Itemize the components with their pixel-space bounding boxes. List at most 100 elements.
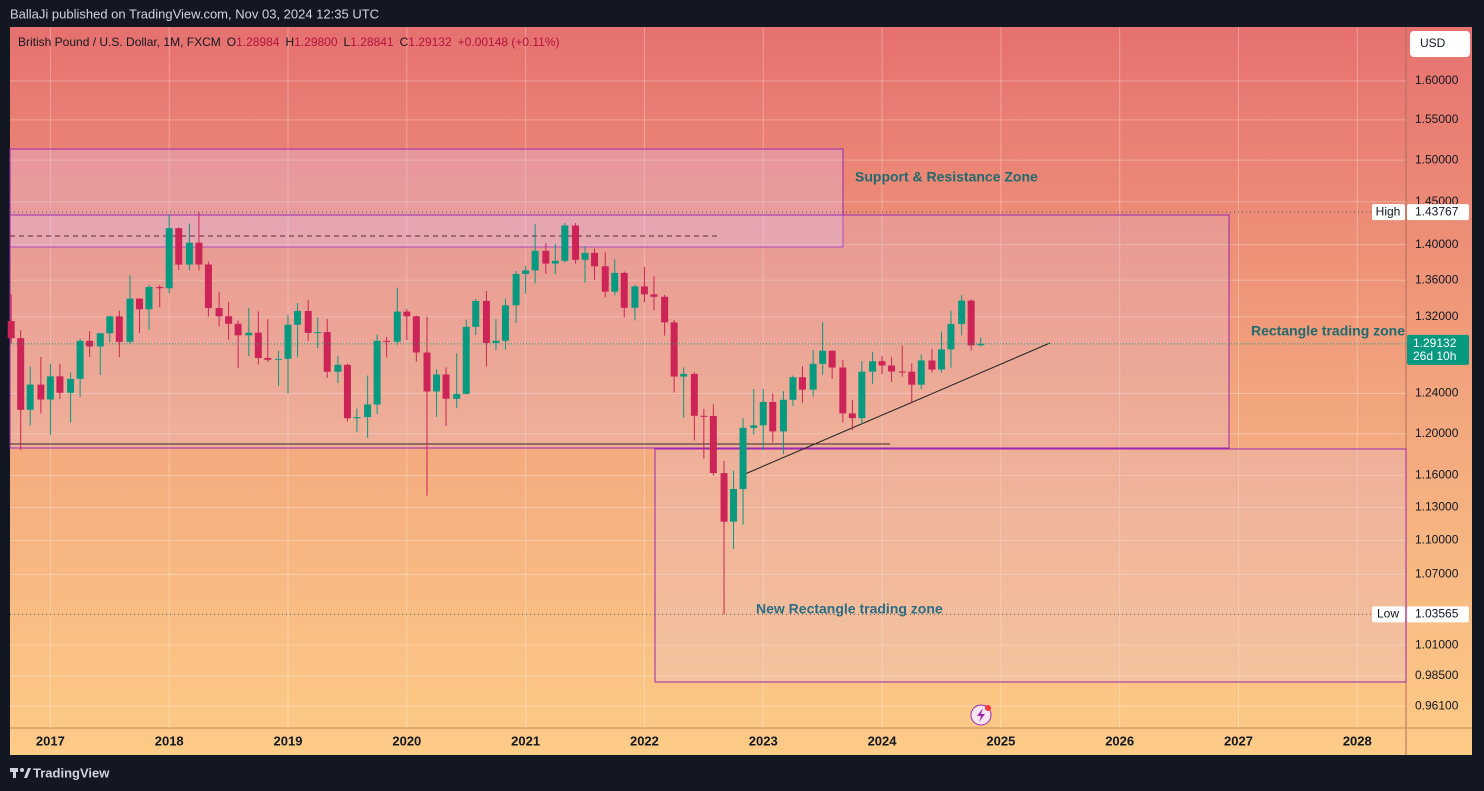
candle-body <box>364 404 372 418</box>
candle-body <box>373 340 381 405</box>
candle-body <box>661 296 669 323</box>
candle-body <box>482 300 490 343</box>
candle-body <box>56 376 64 393</box>
candle-body <box>294 310 302 325</box>
rectangle-zone <box>9 214 1230 449</box>
candle-body <box>690 373 698 416</box>
candle-body <box>76 340 84 379</box>
candle-body <box>531 250 539 271</box>
trend-line <box>744 342 1051 475</box>
candle-body <box>284 324 292 359</box>
x-tick-label: 2022 <box>630 733 659 748</box>
y-tick-label: 1.01000 <box>1415 637 1459 651</box>
candle-body <box>759 401 767 426</box>
candle-body <box>650 294 658 297</box>
candle-body <box>819 350 827 364</box>
candle-body <box>353 417 361 419</box>
candle-body <box>492 340 500 343</box>
candle-body <box>393 311 401 342</box>
candle-body <box>739 427 747 490</box>
legend-value: 1.28984 <box>236 35 280 49</box>
price-tag-value: 1.03565 <box>1415 607 1459 621</box>
x-tick-label: 2026 <box>1105 733 1134 748</box>
candle-body <box>96 333 104 347</box>
candle-body <box>977 343 985 346</box>
candle-body <box>809 363 817 390</box>
candle-body <box>888 365 896 372</box>
candle-body <box>462 326 470 394</box>
y-tick-label: 1.32000 <box>1415 309 1459 323</box>
annotation: New Rectangle trading zone <box>756 601 943 617</box>
candle-body <box>37 384 45 400</box>
annotation: Support & Resistance Zone <box>855 169 1038 185</box>
candle-body <box>423 352 431 392</box>
currency-button[interactable] <box>1410 31 1470 57</box>
y-tick-label: 1.40000 <box>1415 237 1459 251</box>
legend: British Pound / U.S. Dollar, 1M, FXCM O1.… <box>18 35 560 49</box>
y-tick-label: 1.60000 <box>1415 73 1459 87</box>
brand-logo <box>10 768 31 778</box>
candle-body <box>670 322 678 377</box>
candles <box>7 212 985 615</box>
x-tick-label: 2027 <box>1224 733 1253 748</box>
candle-body <box>175 228 183 265</box>
candle-body <box>26 384 34 410</box>
y-tick-label: 1.16000 <box>1415 467 1459 481</box>
candle-body <box>848 413 856 419</box>
candle-body <box>234 323 242 336</box>
candle-body <box>215 307 223 317</box>
candle-body <box>551 260 559 264</box>
candle-body <box>383 340 391 342</box>
candle-body <box>86 340 94 347</box>
x-tick-label: 2018 <box>155 733 184 748</box>
new-rectangle-zone <box>654 448 1407 683</box>
legend-value: 1.28841 <box>350 35 394 49</box>
candle-body <box>561 225 569 261</box>
y-tick-label: 1.36000 <box>1415 272 1459 286</box>
published-line: BallaJi published on TradingView.com, No… <box>10 6 379 21</box>
candle-body <box>195 242 203 265</box>
candle-body <box>631 286 639 308</box>
candle-body <box>680 373 688 377</box>
chart-background <box>10 27 1472 755</box>
candle-body <box>264 357 272 360</box>
candle-body <box>145 286 153 310</box>
candle-body <box>908 371 916 385</box>
candle-body <box>611 272 619 292</box>
candle-body <box>453 393 461 399</box>
candle-body <box>67 378 75 393</box>
candle-body <box>869 361 877 372</box>
price-tag-bg <box>1372 204 1405 221</box>
candle-body <box>720 473 728 522</box>
alert-icon[interactable] <box>970 704 992 726</box>
candle-body <box>304 310 312 333</box>
last-price-value: 1.29132 <box>1413 336 1457 350</box>
candle-body <box>601 266 609 292</box>
y-tick-label: 1.13000 <box>1415 500 1459 514</box>
y-tick-label: 0.96100 <box>1415 698 1459 712</box>
candle-body <box>779 399 787 432</box>
candle-body <box>412 316 420 353</box>
candle-body <box>591 252 599 267</box>
candle-body <box>334 364 342 372</box>
candle-body <box>225 316 233 324</box>
x-tick-label: 2021 <box>511 733 540 748</box>
candle-body <box>472 300 480 327</box>
annotation: Rectangle trading zone <box>1251 323 1405 339</box>
brand: TradingView <box>33 765 110 780</box>
price-tag-bg <box>1372 606 1405 623</box>
candle-body <box>403 311 411 317</box>
y-tick-label: 1.55000 <box>1415 112 1459 126</box>
price-tag-value: 1.43767 <box>1415 204 1459 218</box>
candle-body <box>750 425 758 428</box>
legend-key: O <box>227 35 236 49</box>
candle-body <box>878 361 886 366</box>
candle-body <box>640 286 648 295</box>
candle-body <box>343 364 351 419</box>
candle-body <box>798 377 806 390</box>
candle-body <box>254 332 262 358</box>
currency[interactable]: USD <box>1420 36 1446 50</box>
last-price-countdown: 26d 10h <box>1413 349 1456 363</box>
y-tick-label: 0.98500 <box>1415 668 1459 682</box>
